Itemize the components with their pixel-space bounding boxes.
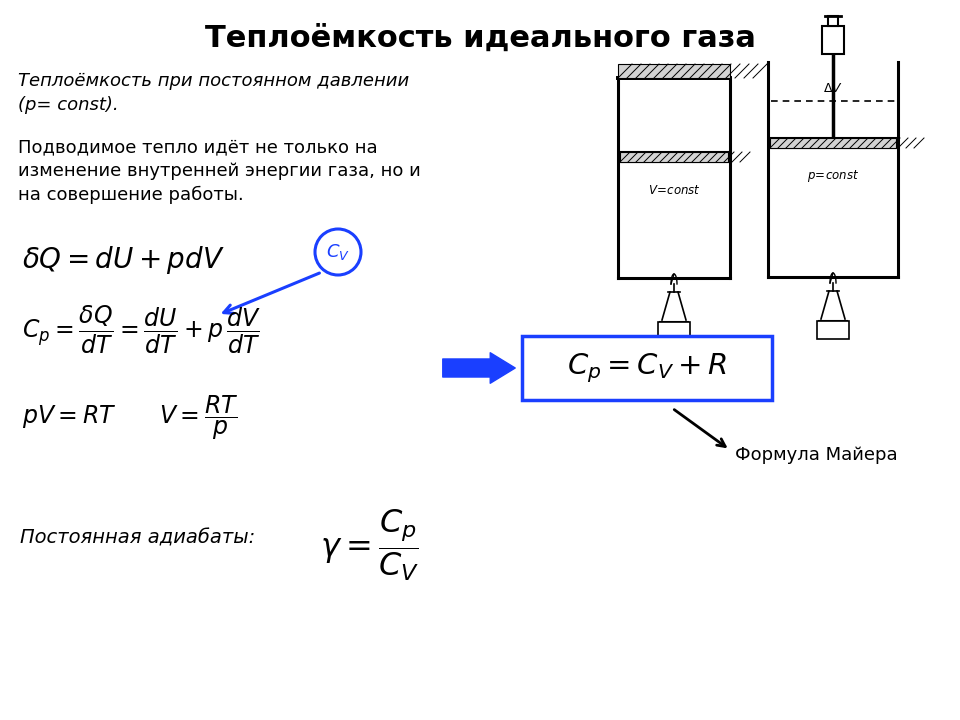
- Text: $V\!=\!const$: $V\!=\!const$: [648, 184, 701, 197]
- Bar: [618, 64, 730, 78]
- Text: $C_p = \dfrac{\delta Q}{dT} = \dfrac{dU}{dT} + p\,\dfrac{dV}{dT}$: $C_p = \dfrac{\delta Q}{dT} = \dfrac{dU}…: [22, 305, 261, 356]
- Text: Постоянная адиабаты:: Постоянная адиабаты:: [20, 528, 255, 547]
- Circle shape: [315, 229, 361, 275]
- Bar: [658, 322, 690, 340]
- Text: Теплоёмкость идеального газа: Теплоёмкость идеального газа: [204, 24, 756, 53]
- Bar: [620, 152, 728, 162]
- Text: Теплоёмкость при постоянном давлении
(p= const).: Теплоёмкость при постоянном давлении (p=…: [18, 72, 409, 114]
- Bar: [770, 138, 896, 148]
- Text: $\Delta V$: $\Delta V$: [823, 82, 843, 95]
- Bar: [822, 26, 844, 54]
- Text: $\delta Q=dU+pdV$: $\delta Q=dU+pdV$: [22, 244, 225, 276]
- Bar: [817, 321, 849, 339]
- Text: Подводимое тепло идёт не только на
изменение внутренней энергии газа, но и
на со: Подводимое тепло идёт не только на измен…: [18, 138, 420, 204]
- Text: $C_p = C_V + R$: $C_p = C_V + R$: [567, 351, 727, 384]
- Bar: [828, 16, 838, 26]
- FancyArrowPatch shape: [443, 353, 516, 383]
- Text: $pV = RT \qquad V = \dfrac{RT}{p}$: $pV = RT \qquad V = \dfrac{RT}{p}$: [22, 394, 239, 442]
- Text: $p\!=\!const$: $p\!=\!const$: [806, 168, 859, 184]
- FancyBboxPatch shape: [522, 336, 772, 400]
- Text: Формула Майера: Формула Майера: [735, 446, 898, 464]
- Text: $C_V$: $C_V$: [326, 242, 350, 262]
- Text: $\gamma = \dfrac{C_p}{C_V}$: $\gamma = \dfrac{C_p}{C_V}$: [321, 507, 420, 583]
